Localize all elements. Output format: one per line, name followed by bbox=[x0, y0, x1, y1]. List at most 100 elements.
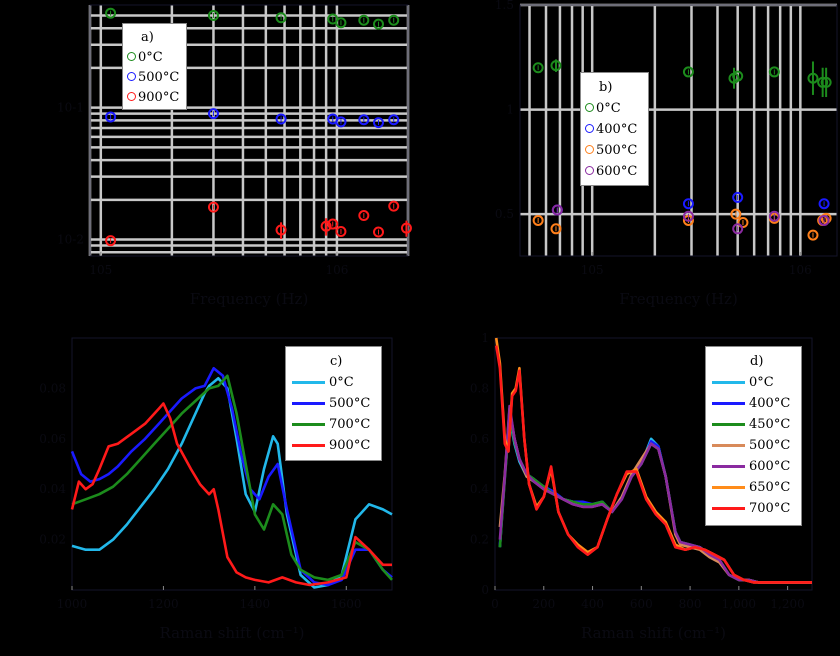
y-tick-label: 0.02 bbox=[39, 533, 66, 547]
line-swatch-icon bbox=[712, 444, 745, 447]
data-point bbox=[532, 214, 544, 226]
y-tick-label: 1.5 bbox=[495, 0, 514, 12]
circle-marker-icon bbox=[585, 124, 594, 133]
panel-a: 105 106 10-1 10-2 Frequency (Hz) a) 0°C 500°… bbox=[0, 0, 420, 320]
line-swatch-icon bbox=[712, 507, 745, 510]
data-point bbox=[737, 217, 749, 229]
circle-marker-icon bbox=[585, 166, 594, 175]
circle-marker-icon bbox=[127, 52, 136, 61]
legend-d-item-5: 650°C bbox=[712, 477, 801, 498]
x-tick-label: 105 bbox=[89, 263, 112, 277]
series-1 bbox=[70, 366, 393, 587]
data-point bbox=[358, 14, 370, 26]
y-tick-label: 10-1 bbox=[57, 101, 84, 115]
legend-b-title: b) bbox=[599, 80, 613, 95]
legend-a-item-2: 900°C bbox=[127, 88, 186, 108]
x-tick-label: 105 bbox=[581, 263, 604, 277]
chart-c: 1000 1200 1400 1600 0.08 0.06 0.04 0.02 Raman sh… bbox=[39, 337, 393, 642]
y-tick-label: 0.8 bbox=[470, 381, 489, 395]
line-swatch-icon bbox=[712, 486, 745, 489]
x-axis-label: Frequency (Hz) bbox=[190, 290, 309, 308]
data-point bbox=[388, 200, 400, 212]
data-line bbox=[70, 402, 392, 587]
legend-c-item-0: 0°C bbox=[292, 372, 381, 393]
x-axis-label: Raman shift (cm⁻¹) bbox=[160, 624, 305, 642]
series-0 bbox=[532, 59, 832, 98]
x-tick-label: 1000 bbox=[57, 597, 88, 611]
data-point bbox=[372, 117, 384, 129]
legend-c: c) 0°C 500°C 700°C 900°C bbox=[285, 346, 382, 461]
line-swatch-icon bbox=[292, 423, 325, 426]
data-point bbox=[358, 210, 370, 222]
panel-b: 105 106 1.5 1 0.5 Frequency (Hz) b) 0°C 400°C… bbox=[420, 0, 840, 320]
legend-d-item-4: 600°C bbox=[712, 456, 801, 477]
data-point bbox=[275, 12, 287, 24]
data-point bbox=[682, 210, 694, 222]
series-3 bbox=[70, 402, 392, 587]
data-point bbox=[207, 9, 219, 21]
legend-d-item-1: 400°C bbox=[712, 393, 801, 414]
line-swatch-icon bbox=[712, 381, 745, 384]
data-point bbox=[551, 204, 563, 216]
data-point bbox=[682, 198, 694, 210]
data-point bbox=[372, 18, 384, 30]
data-point bbox=[105, 111, 117, 123]
legend-b-item-2: 500°C bbox=[585, 140, 648, 161]
data-line bbox=[70, 366, 393, 587]
x-tick-label: 106 bbox=[789, 263, 812, 277]
data-line bbox=[71, 374, 393, 582]
axes-frame bbox=[71, 337, 393, 591]
data-point bbox=[732, 70, 744, 82]
data-point bbox=[358, 114, 370, 126]
data-point bbox=[550, 60, 562, 72]
y-tick-label: 1 bbox=[481, 331, 489, 345]
x-tick-label: 1400 bbox=[240, 597, 271, 611]
data-point bbox=[818, 214, 830, 226]
data-point bbox=[732, 191, 744, 203]
circle-marker-icon bbox=[127, 72, 136, 81]
panel-d: 0 200 400 600 800 1,000 1,200 1 0.8 0.6 0.4 0.2 0 Ram… bbox=[420, 325, 840, 652]
data-point bbox=[682, 66, 694, 78]
y-tick-label: 0.06 bbox=[39, 432, 66, 446]
chart-d: 0 200 400 600 800 1,000 1,200 1 0.8 0.6 0.4 0.2 0 Ram… bbox=[470, 331, 813, 642]
data-point bbox=[807, 229, 819, 241]
legend-a-item-1: 500°C bbox=[127, 68, 186, 88]
data-point bbox=[400, 222, 412, 234]
y-tick-label: 10-2 bbox=[57, 233, 84, 247]
x-tick-label: 106 bbox=[325, 263, 348, 277]
data-point bbox=[768, 66, 780, 78]
chart-b: 105 106 1.5 1 0.5 Frequency (Hz) bbox=[495, 0, 838, 308]
x-tick-label: 1,000 bbox=[722, 597, 756, 611]
y-tick-label: 0.04 bbox=[39, 482, 66, 496]
data-point bbox=[335, 17, 347, 29]
x-axis-label: Raman shift (cm⁻¹) bbox=[581, 624, 726, 642]
legend-d-item-0: 0°C bbox=[712, 372, 801, 393]
y-tick-label: 1 bbox=[506, 103, 514, 117]
series-2 bbox=[71, 374, 393, 582]
data-point bbox=[820, 76, 832, 88]
data-point bbox=[275, 113, 287, 125]
legend-d-item-3: 500°C bbox=[712, 435, 801, 456]
y-tick-label: 0.4 bbox=[470, 482, 489, 496]
line-swatch-icon bbox=[292, 444, 325, 447]
series-2 bbox=[105, 200, 412, 247]
y-tick-label: 0 bbox=[481, 583, 489, 597]
x-tick-label: 200 bbox=[532, 597, 555, 611]
x-tick-label: 0 bbox=[491, 597, 499, 611]
x-tick-label: 600 bbox=[630, 597, 653, 611]
data-point bbox=[532, 62, 544, 74]
data-point bbox=[550, 223, 562, 235]
data-point bbox=[388, 114, 400, 126]
line-swatch-icon bbox=[292, 381, 325, 384]
y-tick-label: 0.6 bbox=[470, 432, 489, 446]
x-tick-label: 400 bbox=[581, 597, 604, 611]
legend-b: b) 0°C 400°C 500°C 600°C bbox=[580, 72, 649, 186]
data-point bbox=[327, 218, 339, 230]
legend-c-title: c) bbox=[330, 354, 343, 369]
line-swatch-icon bbox=[712, 402, 745, 405]
chart-a: 105 106 10-1 10-2 Frequency (Hz) bbox=[57, 4, 412, 308]
data-point bbox=[335, 226, 347, 238]
legend-c-item-2: 700°C bbox=[292, 414, 381, 435]
axes-frame bbox=[89, 4, 409, 257]
legend-b-item-3: 600°C bbox=[585, 161, 648, 182]
